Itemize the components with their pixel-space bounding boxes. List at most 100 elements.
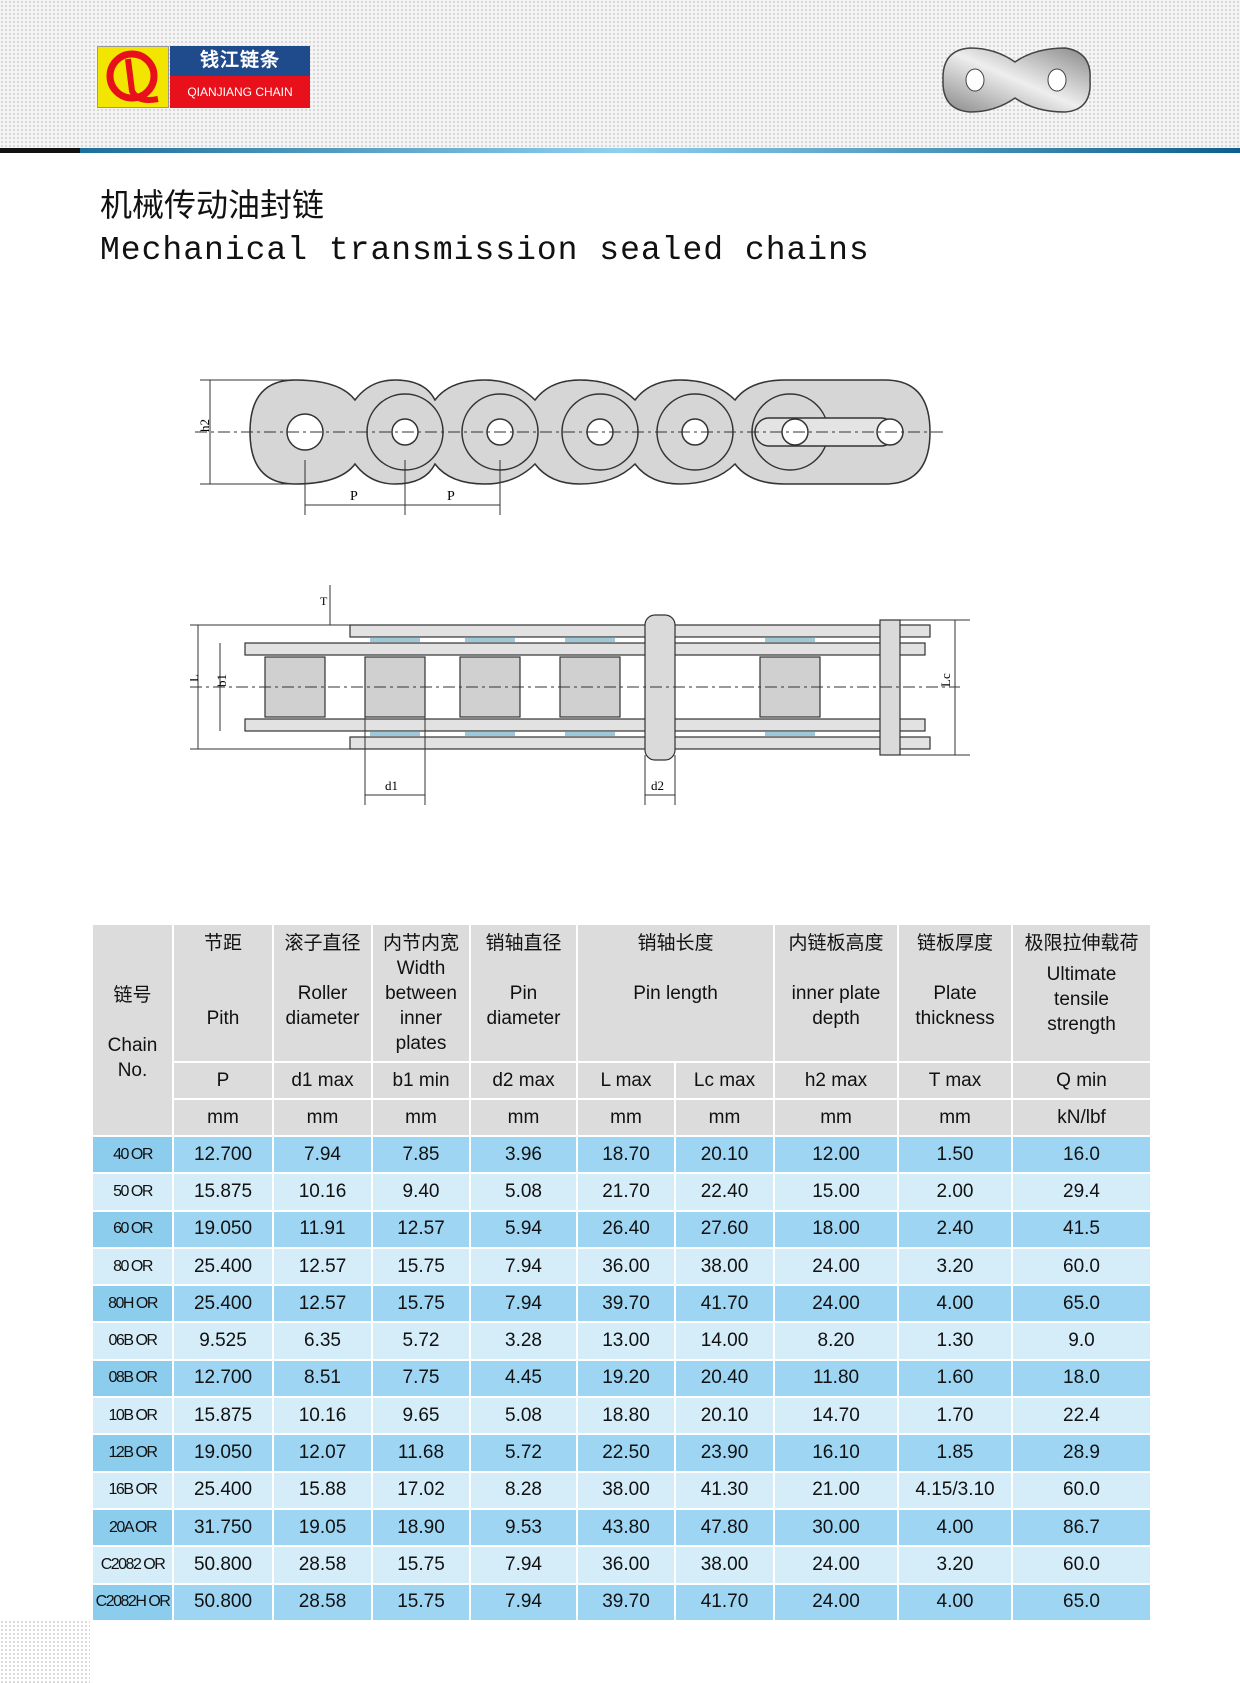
value-cell: 31.750 (172, 1507, 274, 1548)
value-cell: 4.00 (897, 1507, 1014, 1548)
table-row: C2082 OR 50.800 28.58 15.75 7.94 36.00 38.00 24… (91, 1545, 1153, 1585)
chain-no-cell: 08B OR (91, 1358, 174, 1399)
value-cell: 19.20 (576, 1358, 676, 1399)
value-cell: 4.15/3.10 (897, 1470, 1014, 1510)
value-cell: 21.00 (773, 1470, 900, 1510)
value-cell: 60.0 (1011, 1545, 1153, 1585)
chain-no-cell: 20A OR (91, 1507, 174, 1548)
corner-dots (0, 1620, 90, 1683)
header-inner-plate-depth: 内链板高度 inner plate depth (773, 923, 900, 1063)
value-cell: 11.91 (272, 1209, 373, 1249)
value-cell: 11.80 (773, 1358, 900, 1399)
value-cell: 43.80 (576, 1507, 676, 1548)
value-cell: 5.72 (469, 1433, 578, 1473)
value-cell: 24.00 (773, 1545, 900, 1585)
value-cell: 5.08 (469, 1172, 578, 1212)
value-cell: 7.94 (469, 1582, 578, 1622)
label-b1: b1 (214, 674, 229, 687)
value-cell: 38.00 (673, 1545, 776, 1585)
value-cell: 1.30 (897, 1321, 1014, 1361)
title-en: Mechanical transmission sealed chains (100, 232, 870, 269)
header-pin-length: 销轴长度 Pin length (575, 923, 776, 1063)
value-cell: 14.00 (673, 1321, 776, 1361)
value-cell: 23.90 (673, 1433, 776, 1473)
brand-name-en: QIANJIANG CHAIN (170, 76, 310, 108)
value-cell: 29.4 (1011, 1172, 1153, 1212)
table-row: 20A OR 31.750 19.05 18.90 9.53 43.80 47.80 30.0… (91, 1507, 1153, 1548)
value-cell: 47.80 (673, 1507, 776, 1548)
value-cell: 7.75 (371, 1358, 471, 1399)
header-symbol: b1 min (371, 1061, 471, 1100)
value-cell: 12.57 (371, 1209, 471, 1249)
header-symbol: Lc max (673, 1061, 776, 1100)
value-cell: 12.700 (172, 1358, 274, 1399)
value-cell: 7.94 (469, 1284, 578, 1324)
value-cell: 15.875 (172, 1396, 274, 1436)
value-cell: 60.0 (1011, 1470, 1153, 1510)
value-cell: 21.70 (576, 1172, 676, 1212)
table-row: 80 OR 25.400 12.57 15.75 7.94 36.00 38.00 24.00… (91, 1246, 1153, 1287)
header-pitch: 节距 Pith (172, 923, 274, 1063)
value-cell: 18.90 (371, 1507, 471, 1548)
value-cell: 11.68 (371, 1433, 471, 1473)
value-cell: 1.60 (897, 1358, 1014, 1399)
chain-no-cell: 10B OR (91, 1396, 174, 1436)
value-cell: 22.4 (1011, 1396, 1153, 1436)
header-symbol: P (172, 1061, 274, 1100)
header-unit: kN/lbf (1011, 1098, 1153, 1137)
header-unit: mm (897, 1098, 1014, 1137)
value-cell: 36.00 (576, 1246, 676, 1287)
header-unit: mm (371, 1098, 471, 1137)
table-row: 80H OR 25.400 12.57 15.75 7.94 39.70 41.70 24.0… (91, 1284, 1153, 1324)
chain-no-cell: 12B OR (91, 1433, 174, 1473)
value-cell: 15.875 (172, 1172, 274, 1212)
value-cell: 2.00 (897, 1172, 1014, 1212)
chain-no-cell: 40 OR (91, 1134, 174, 1175)
value-cell: 22.40 (673, 1172, 776, 1212)
value-cell: 27.60 (673, 1209, 776, 1249)
value-cell: 50.800 (172, 1582, 274, 1622)
chain-no-cell: C2082H OR (91, 1582, 174, 1622)
chain-side-view-diagram: h2 P P (195, 379, 945, 515)
value-cell: 12.57 (272, 1284, 373, 1324)
value-cell: 19.050 (172, 1209, 274, 1249)
value-cell: 25.400 (172, 1470, 274, 1510)
value-cell: 9.65 (371, 1396, 471, 1436)
table-row: 10B OR 15.875 10.16 9.65 5.08 18.80 20.10 14.70… (91, 1396, 1153, 1436)
header-chain-no: 链号 Chain No. (91, 923, 174, 1137)
value-cell: 50.800 (172, 1545, 274, 1585)
value-cell: 3.28 (469, 1321, 578, 1361)
value-cell: 3.20 (897, 1246, 1014, 1287)
chain-no-cell: 60 OR (91, 1209, 174, 1249)
label-p2: P (447, 489, 455, 504)
value-cell: 18.70 (576, 1134, 676, 1175)
header-plate-thickness: 链板厚度 Plate thickness (897, 923, 1014, 1063)
label-d1: d1 (385, 778, 398, 793)
value-cell: 9.0 (1011, 1321, 1153, 1361)
header-tensile-strength: 极限拉伸载荷 Ultimate tensile strength (1011, 923, 1153, 1063)
label-d2: d2 (651, 778, 664, 793)
value-cell: 26.40 (576, 1209, 676, 1249)
value-cell: 41.30 (673, 1470, 776, 1510)
value-cell: 38.00 (576, 1470, 676, 1510)
chain-no-cell: C2082 OR (91, 1545, 174, 1585)
value-cell: 36.00 (576, 1545, 676, 1585)
value-cell: 4.00 (897, 1582, 1014, 1622)
label-lc: Lc (938, 673, 953, 687)
value-cell: 20.10 (673, 1134, 776, 1175)
header-unit: mm (469, 1098, 578, 1137)
label-p1: P (350, 489, 358, 504)
value-cell: 6.35 (272, 1321, 373, 1361)
value-cell: 18.0 (1011, 1358, 1153, 1399)
value-cell: 28.58 (272, 1582, 373, 1622)
value-cell: 12.700 (172, 1134, 274, 1175)
header-pin-diameter: 销轴直径 Pin diameter (469, 923, 578, 1063)
title-cn: 机械传动油封链 (100, 186, 325, 224)
value-cell: 41.70 (673, 1582, 776, 1622)
chain-no-cell: 80H OR (91, 1284, 174, 1324)
header-symbol: d2 max (469, 1061, 578, 1100)
header-symbol: L max (576, 1061, 676, 1100)
header-unit: mm (272, 1098, 373, 1137)
table-row: 12B OR 19.050 12.07 11.68 5.72 22.50 23.90 16.1… (91, 1433, 1153, 1473)
value-cell: 65.0 (1011, 1582, 1153, 1622)
